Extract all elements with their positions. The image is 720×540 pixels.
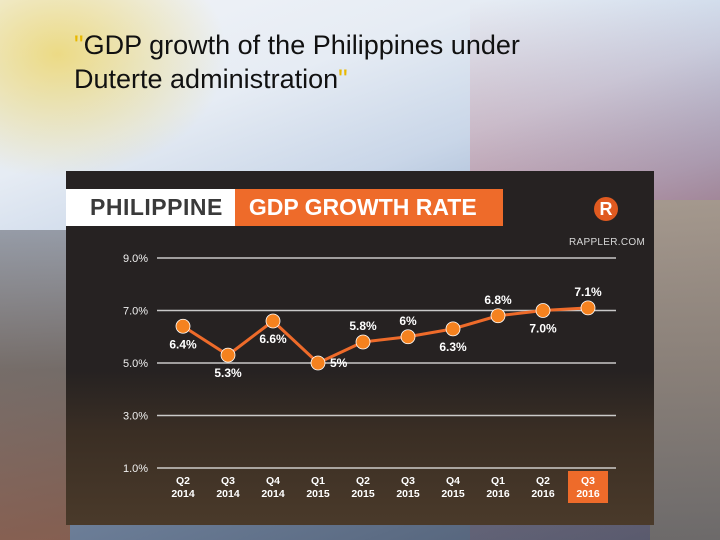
panel-city-lights: [66, 371, 654, 525]
data-label: 6.6%: [259, 332, 287, 346]
title-line-2: Duterte administration: [74, 64, 339, 94]
rappler-logo-icon: R: [594, 197, 618, 221]
data-point: [310, 355, 326, 371]
data-point: [535, 303, 551, 318]
data-point: [220, 347, 236, 363]
x-tick-year: 2015: [396, 488, 420, 500]
data-label: 6.3%: [439, 340, 467, 354]
x-tick-quarter: Q4: [266, 475, 280, 487]
data-point: [445, 321, 461, 337]
data-point: [265, 313, 281, 329]
data-label: 6.8%: [484, 293, 512, 307]
x-tick-quarter: Q1: [491, 475, 505, 487]
data-label: 5.3%: [214, 366, 242, 380]
x-tick-quarter: Q3: [581, 475, 595, 487]
chart-heading: PHILIPPINE GDP GROWTH RATE: [66, 189, 503, 226]
y-tick-label: 1.0%: [123, 463, 148, 475]
heading-right: GDP GROWTH RATE: [234, 189, 503, 226]
y-tick-label: 7.0%: [123, 306, 148, 318]
data-label: 7.0%: [529, 322, 557, 336]
slide-title: "GDP growth of the Philippines under Dut…: [74, 28, 720, 96]
series-line: [182, 306, 589, 365]
x-tick-quarter: Q2: [176, 475, 190, 487]
x-tick-year: 2016: [531, 488, 555, 500]
data-label: 6%: [399, 314, 417, 328]
x-tick-quarter: Q2: [356, 475, 370, 487]
data-label: 7.1%: [574, 285, 602, 299]
y-tick-label: 3.0%: [123, 411, 148, 423]
title-quote-close: ": [338, 64, 348, 94]
x-tick-year: 2016: [486, 488, 510, 500]
x-tick-year: 2015: [351, 488, 375, 500]
city-skyline-left: [0, 230, 70, 540]
y-tick-label: 5.0%: [123, 358, 148, 370]
data-point: [355, 334, 371, 350]
x-tick-year: 2016: [576, 488, 600, 500]
x-tick-year: 2015: [306, 488, 330, 500]
x-tick-year: 2015: [441, 488, 465, 500]
highlight-column: [568, 471, 608, 503]
x-tick-year: 2014: [261, 488, 285, 500]
x-tick-year: 2014: [216, 488, 240, 500]
x-tick-quarter: Q4: [446, 475, 460, 487]
x-tick-quarter: Q3: [221, 475, 235, 487]
x-tick-quarter: Q3: [401, 475, 415, 487]
city-skyline-right: [650, 200, 720, 540]
gdp-line-chart: 1.0% 3.0% 5.0% 7.0% 9.0% 6.4% 5.3% 6.6% 5% 5.8% 6%…: [123, 253, 616, 503]
data-point: [580, 300, 596, 316]
data-label: 5.8%: [349, 319, 377, 333]
x-tick-year: 2014: [171, 488, 195, 500]
data-point: [175, 318, 191, 334]
heading-left: PHILIPPINE: [66, 189, 235, 226]
data-label: 6.4%: [169, 337, 197, 351]
chart-panel: PHILIPPINE GDP GROWTH RATE R RAPPLER.COM…: [66, 171, 654, 525]
title-quote-open: ": [74, 30, 84, 60]
data-label: 5%: [330, 356, 348, 370]
y-tick-label: 9.0%: [123, 253, 148, 265]
x-tick-quarter: Q2: [536, 475, 550, 487]
title-line-1: GDP growth of the Philippines under: [83, 30, 520, 60]
data-point: [490, 308, 506, 324]
brand-text: RAPPLER.COM: [569, 237, 646, 248]
data-point: [400, 329, 416, 345]
x-tick-quarter: Q1: [311, 475, 325, 487]
